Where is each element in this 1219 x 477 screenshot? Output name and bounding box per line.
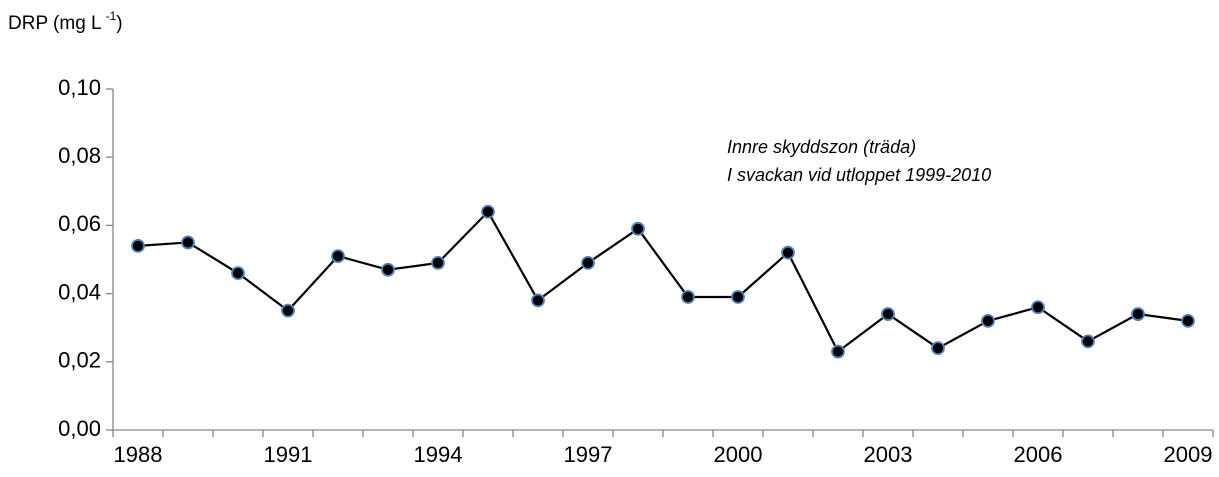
data-point <box>1081 334 1095 349</box>
data-point <box>281 303 295 318</box>
data-point <box>1031 300 1045 315</box>
data-point <box>781 245 795 260</box>
data-point <box>581 256 595 270</box>
y-label-suffix: ) <box>116 13 122 34</box>
x-tick-label: 1997 <box>564 442 613 467</box>
data-point <box>431 256 445 270</box>
x-tick-label: 1988 <box>114 442 163 467</box>
data-point <box>1131 307 1145 321</box>
data-point <box>131 238 145 253</box>
y-tick-label: 0,00 <box>58 416 101 441</box>
x-tick-label: 2009 <box>1164 442 1213 467</box>
y-axis-label: DRP (mg L -1) <box>8 9 123 34</box>
y-label-superscript: -1 <box>106 9 117 23</box>
data-point <box>381 262 395 277</box>
y-tick-label: 0,10 <box>58 75 101 100</box>
data-point <box>331 249 345 263</box>
data-point <box>181 235 195 250</box>
data-point <box>231 266 245 281</box>
annotation: Innre skyddszon (träda) <box>727 137 916 157</box>
y-tick-label: 0,04 <box>58 279 101 304</box>
y-label-text: DRP (mg L <box>8 13 102 34</box>
x-tick-label: 2003 <box>864 442 913 467</box>
data-point <box>631 221 645 236</box>
data-point <box>531 293 545 308</box>
data-point <box>931 341 945 356</box>
y-tick-label: 0,08 <box>58 143 101 168</box>
x-tick-label: 2000 <box>714 442 763 467</box>
x-tick-label: 1994 <box>414 442 463 467</box>
annotation: I svackan vid utloppet 1999-2010 <box>727 165 991 185</box>
data-point <box>731 290 745 304</box>
data-point <box>981 313 995 328</box>
data-point <box>881 307 895 321</box>
data-point <box>681 290 695 304</box>
data-line <box>137 209 1189 354</box>
y-tick-label: 0,02 <box>58 348 101 373</box>
data-point <box>1181 313 1195 328</box>
x-tick-label: 2006 <box>1014 442 1063 467</box>
data-point <box>831 344 845 359</box>
y-tick-label: 0,06 <box>58 211 101 236</box>
x-tick-label: 1991 <box>264 442 313 467</box>
data-point <box>481 204 495 219</box>
